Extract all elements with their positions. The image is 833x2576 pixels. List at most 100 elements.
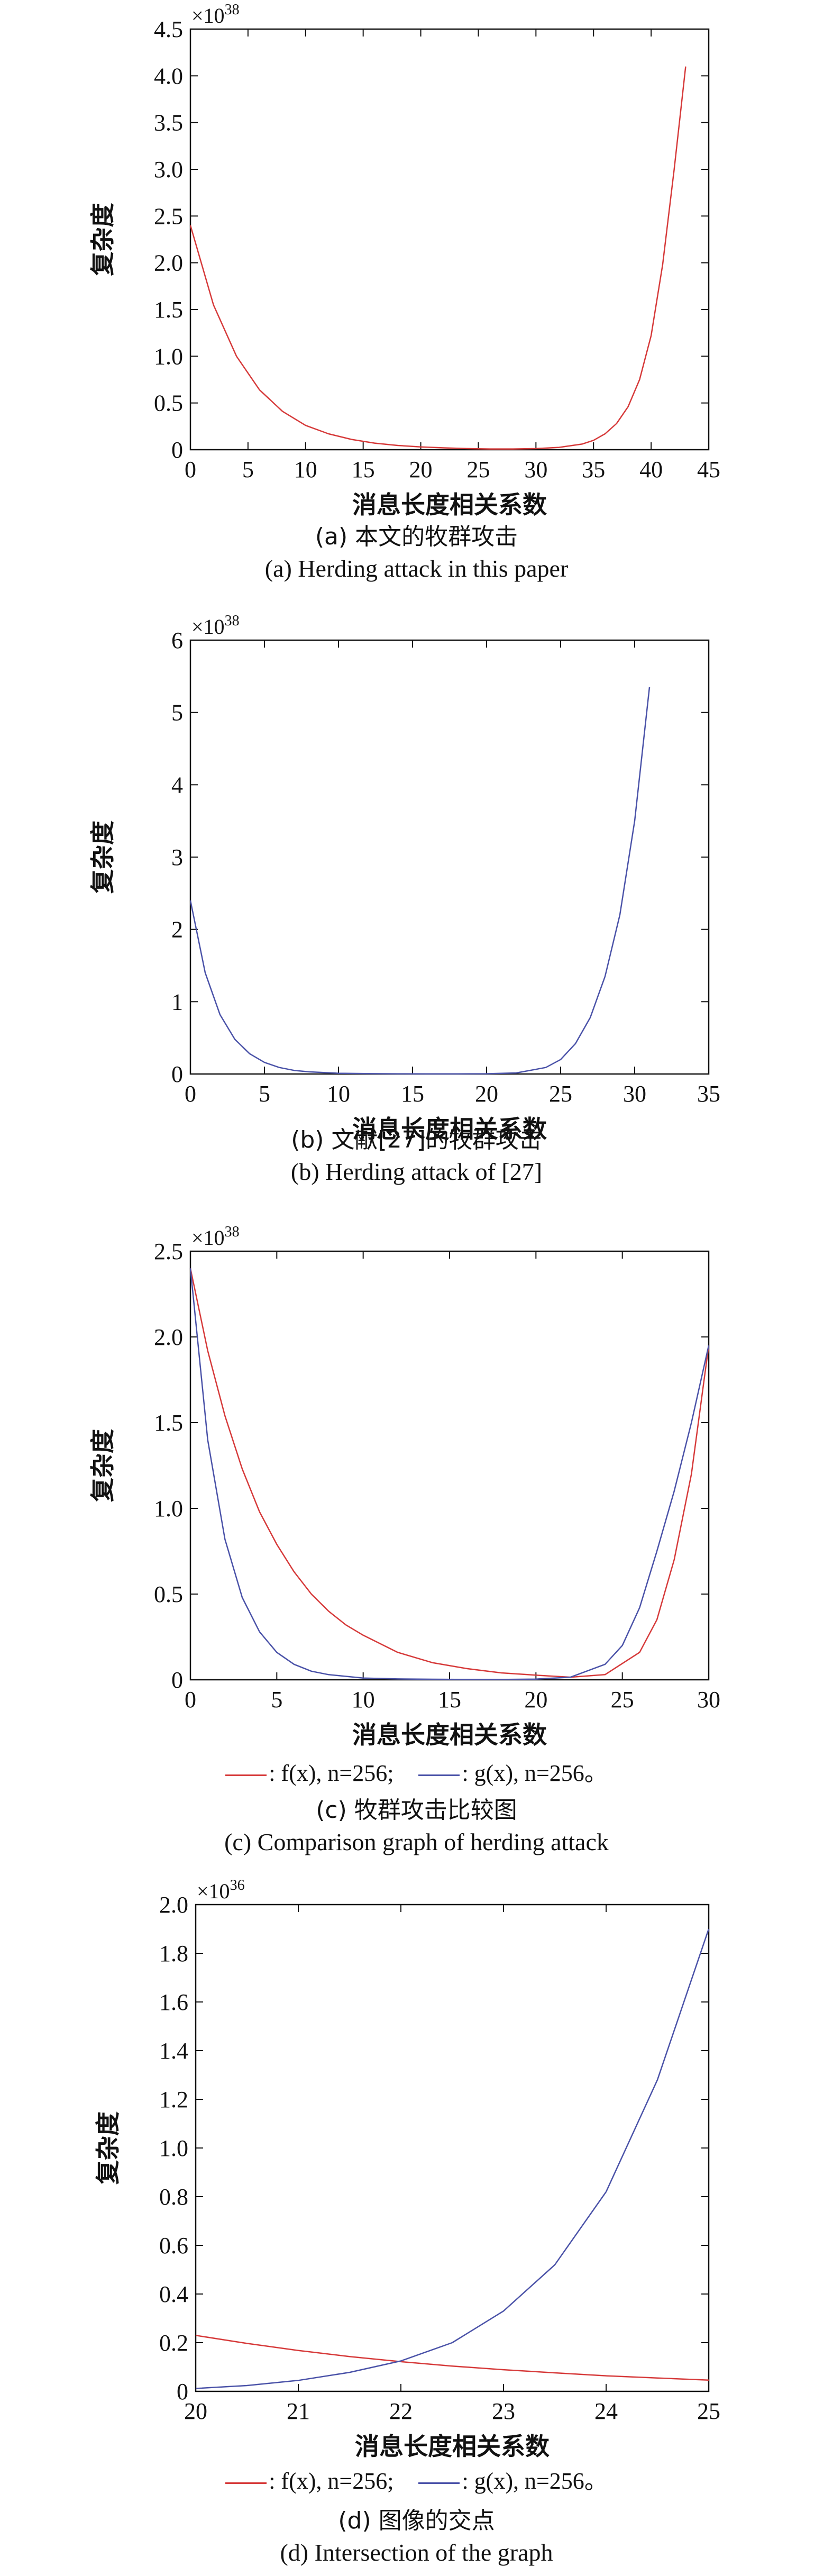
y-tick-label: 0: [171, 437, 183, 463]
x-tick-label: 15: [438, 1687, 461, 1713]
legend-item-f: : f(x), n=256;: [225, 2468, 393, 2494]
x-tick-label: 25: [697, 2398, 720, 2424]
x-tick-label: 35: [697, 1081, 720, 1107]
plot-frame: [189, 28, 710, 451]
series-line-1: [195, 1928, 710, 2389]
y-axis-label: 复杂度: [88, 821, 117, 894]
x-tick-label: 30: [623, 1081, 646, 1107]
caption-c-cn: (c) 牧群攻击比较图: [316, 1797, 517, 1824]
x-tick-label: 20: [524, 1687, 547, 1713]
x-axis-label: 消息长度相关系数: [355, 2432, 550, 2461]
y-axis-label: 复杂度: [88, 203, 117, 276]
x-tick-label: 5: [242, 457, 254, 483]
y-tick-label: 4.5: [154, 16, 183, 42]
x-tick-label: 5: [259, 1081, 270, 1107]
y-exponent-label: ×1036: [197, 1877, 245, 1903]
series-line-0: [189, 1268, 710, 1678]
y-tick-label: 1.5: [154, 297, 183, 323]
legend-c: : f(x), n=256; : g(x), n=256。: [0, 1758, 833, 1789]
x-tick-label: 15: [401, 1081, 424, 1107]
x-tick-label: 10: [327, 1081, 350, 1107]
y-tick-label: 4.0: [154, 63, 183, 89]
y-tick-label: 1.0: [154, 343, 183, 369]
y-tick-label: 1: [171, 989, 183, 1015]
legend-label-f: : f(x), n=256;: [269, 2468, 394, 2494]
series-line-0: [189, 687, 651, 1075]
y-tick-label: 2.0: [154, 1324, 183, 1350]
x-tick-label: 23: [492, 2398, 515, 2424]
caption-b-en: (b) Herding attack of [27]: [290, 1158, 543, 1185]
y-tick-label: 0.5: [154, 390, 183, 416]
y-tick-label: 1.5: [154, 1410, 183, 1436]
x-tick-label: 20: [409, 457, 433, 483]
x-tick-label: 21: [287, 2398, 310, 2424]
y-axis-label: 复杂度: [88, 1429, 117, 1502]
y-tick-label: 2: [171, 917, 183, 943]
y-tick-label: 0.2: [159, 2330, 188, 2356]
x-axis-label: 消息长度相关系数: [352, 1115, 547, 1143]
y-exponent-label: ×1038: [191, 1224, 240, 1250]
series-line-0: [195, 2334, 709, 2381]
x-tick-label: 35: [582, 457, 605, 483]
y-tick-label: 6: [171, 627, 183, 653]
plot-frame: [189, 639, 710, 1075]
y-tick-label: 2.0: [159, 1892, 188, 1918]
x-tick-label: 0: [185, 457, 196, 483]
y-tick-label: 0: [171, 1667, 183, 1693]
y-tick-label: 2.0: [154, 250, 183, 276]
x-tick-label: 25: [549, 1081, 572, 1107]
y-axis-label: 复杂度: [94, 2111, 122, 2184]
y-tick-label: 2.5: [154, 203, 183, 229]
y-exponent-label: ×1038: [191, 2, 240, 28]
x-tick-label: 0: [185, 1687, 196, 1713]
legend-label-g: : g(x), n=256。: [462, 2468, 608, 2494]
y-tick-label: 0: [171, 1061, 183, 1087]
x-tick-label: 20: [475, 1081, 498, 1107]
x-tick-label: 10: [352, 1687, 375, 1713]
legend-item-f: : f(x), n=256;: [225, 1760, 393, 1786]
y-tick-label: 0: [177, 2379, 188, 2405]
legend-swatch-g: [418, 1774, 460, 1777]
caption-d-en: (d) Intersection of the graph: [280, 2539, 553, 2566]
x-tick-label: 24: [594, 2398, 618, 2424]
x-axis-label: 消息长度相关系数: [352, 490, 547, 519]
x-tick-label: 40: [639, 457, 663, 483]
chart-c: 0 5 10 15 20 25 30 0 0.5 1.0 1.5 2.0 2.5 ×1038 复杂度消息长度…: [88, 1224, 720, 1749]
legend-swatch-f: [225, 2482, 267, 2484]
legend-label-g: : g(x), n=256。: [462, 1760, 608, 1786]
legend-swatch-g: [418, 2482, 460, 2484]
y-tick-label: 0.8: [159, 2184, 188, 2210]
y-tick-label: 0.4: [159, 2281, 188, 2307]
x-tick-label: 5: [271, 1687, 282, 1713]
y-tick-label: 0.6: [159, 2233, 188, 2259]
y-tick-label: 1.0: [154, 1496, 183, 1522]
legend-label-f: : f(x), n=256;: [269, 1760, 394, 1786]
caption-c-en: (c) Comparison graph of herding attack: [224, 1828, 609, 1855]
caption-a-en: (a) Herding attack in this paper: [264, 555, 569, 582]
y-tick-label: 1.4: [159, 2038, 188, 2064]
x-tick-label: 0: [185, 1081, 196, 1107]
legend-item-g: : g(x), n=256。: [418, 2468, 608, 2494]
x-tick-label: 30: [524, 457, 547, 483]
y-tick-label: 1.2: [159, 2087, 188, 2113]
x-axis-label: 消息长度相关系数: [352, 1721, 547, 1749]
caption-d-cn: (d) 图像的交点: [338, 2507, 495, 2534]
y-tick-label: 1.0: [159, 2135, 188, 2161]
x-tick-label: 25: [466, 457, 490, 483]
x-tick-label: 20: [184, 2398, 207, 2424]
x-tick-label: 30: [697, 1687, 720, 1713]
y-tick-label: 2.5: [154, 1239, 183, 1264]
y-tick-label: 1.6: [159, 1989, 188, 2015]
caption-b-cn: (b) 文献[27]的牧群攻击: [291, 1126, 542, 1153]
chart-d: 20 21 22 23 24 25 0 0.2 0.4 0.6 0.8 1.0 1.2 1.4 1.6 1.8…: [94, 1877, 720, 2461]
x-tick-label: 10: [294, 457, 317, 483]
plot-frame: [195, 1904, 710, 2392]
x-tick-label: 45: [697, 457, 720, 483]
series-line-1: [189, 1268, 710, 1680]
y-tick-label: 3: [171, 844, 183, 870]
plot-frame: [189, 1250, 710, 1681]
legend-item-g: : g(x), n=256。: [418, 1760, 608, 1786]
y-tick-label: 1.8: [159, 1941, 188, 1967]
x-tick-label: 25: [611, 1687, 634, 1713]
